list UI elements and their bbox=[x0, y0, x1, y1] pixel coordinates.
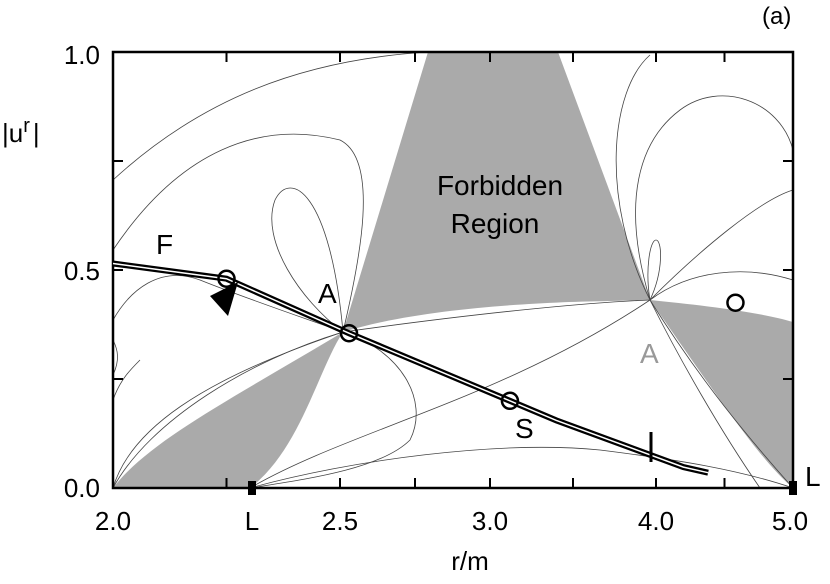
panel-label: (a) bbox=[762, 3, 791, 30]
y-axis-title-base: |u bbox=[2, 118, 23, 148]
point-label-A1: A bbox=[318, 278, 337, 309]
critical-points bbox=[217, 269, 745, 411]
x-tick-label: 4.0 bbox=[638, 506, 674, 536]
critical-point-F bbox=[217, 269, 236, 288]
x-tick-label: 2.5 bbox=[322, 506, 358, 536]
x-tick-label: 3.0 bbox=[472, 506, 508, 536]
point-label-F: F bbox=[156, 229, 173, 260]
direction-arrow-icon bbox=[210, 282, 238, 316]
L-marker-right bbox=[789, 481, 797, 495]
axis-ticks bbox=[113, 52, 797, 495]
L-marker bbox=[248, 481, 256, 495]
forbidden-region-top bbox=[343, 52, 650, 332]
y-tick-label: 0.0 bbox=[64, 473, 100, 503]
y-axis-title-close: | bbox=[33, 118, 40, 148]
y-axis-title: |ur | bbox=[2, 115, 40, 148]
forbidden-region-right bbox=[650, 300, 793, 488]
critical-point-A bbox=[726, 293, 745, 312]
x-tick-label: 2.0 bbox=[95, 506, 131, 536]
x-axis-title: r/m bbox=[451, 546, 489, 576]
forbidden-label-line2: Region bbox=[451, 208, 540, 239]
point-label-A2: A bbox=[640, 338, 659, 369]
point-label-L-right: L bbox=[805, 461, 821, 492]
forbidden-label-line1: Forbidden bbox=[437, 170, 563, 201]
x-tick-label: L bbox=[245, 506, 259, 536]
critical-point-S bbox=[500, 391, 520, 411]
x-tick-labels: 2.0 L 2.5 3.0 4.0 5.0 bbox=[95, 506, 808, 536]
y-tick-label: 1.0 bbox=[64, 40, 100, 70]
x-tick-label: 5.0 bbox=[772, 506, 808, 536]
solution-curve bbox=[112, 262, 709, 474]
critical-point-A bbox=[339, 323, 359, 343]
contour-lines bbox=[112, 51, 794, 489]
point-label-S: S bbox=[515, 413, 534, 444]
y-tick-labels: 0.0 0.5 1.0 bbox=[64, 40, 100, 503]
y-axis-title-sup: r bbox=[23, 115, 30, 137]
y-tick-label: 0.5 bbox=[64, 256, 100, 286]
forbidden-region-lower-left bbox=[113, 332, 343, 488]
